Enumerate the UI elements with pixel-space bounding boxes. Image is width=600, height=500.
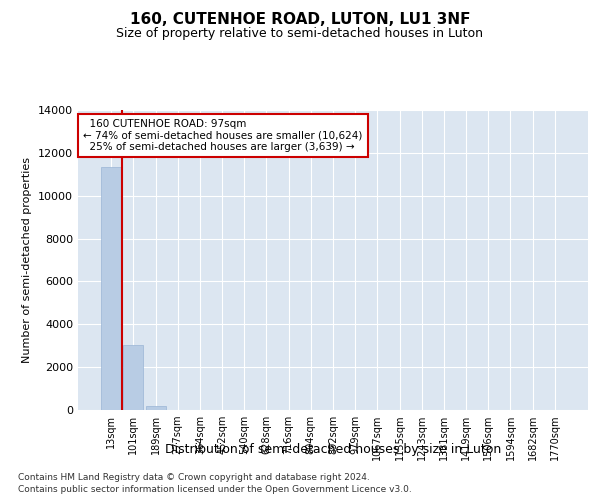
Text: Distribution of semi-detached houses by size in Luton: Distribution of semi-detached houses by …: [165, 442, 501, 456]
Bar: [101, 167, 121, 410]
Bar: [124, 344, 143, 410]
Text: Contains public sector information licensed under the Open Government Licence v3: Contains public sector information licen…: [18, 485, 412, 494]
Text: Contains HM Land Registry data © Crown copyright and database right 2024.: Contains HM Land Registry data © Crown c…: [18, 472, 370, 482]
Bar: [146, 406, 166, 410]
Y-axis label: Number of semi-detached properties: Number of semi-detached properties: [22, 157, 32, 363]
Text: 160, CUTENHOE ROAD, LUTON, LU1 3NF: 160, CUTENHOE ROAD, LUTON, LU1 3NF: [130, 12, 470, 28]
Text: 160 CUTENHOE ROAD: 97sqm  
← 74% of semi-detached houses are smaller (10,624)
  : 160 CUTENHOE ROAD: 97sqm ← 74% of semi-d…: [83, 119, 362, 152]
Text: Size of property relative to semi-detached houses in Luton: Size of property relative to semi-detach…: [116, 28, 484, 40]
